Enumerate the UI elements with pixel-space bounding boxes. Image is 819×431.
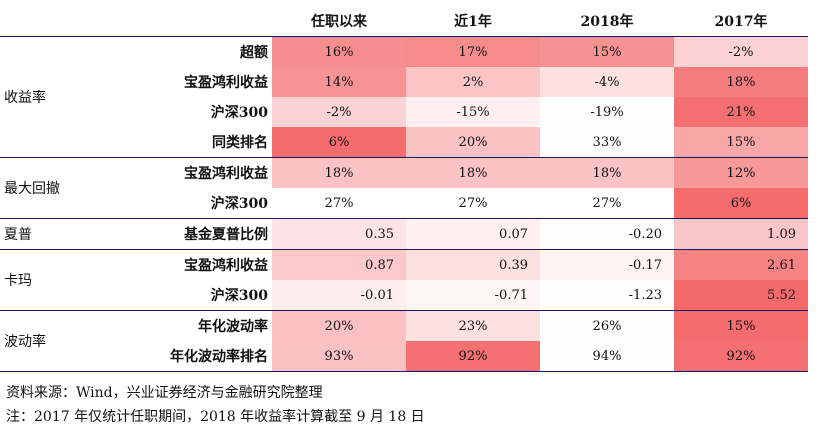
value-cell: 33% <box>540 127 674 158</box>
header-row: 任职以来 近1年 2018年 2017年 <box>0 6 808 37</box>
value-cell: 0.39 <box>406 249 540 280</box>
value-cell: 18% <box>406 157 540 188</box>
metric-label: 超额 <box>240 45 268 61</box>
value-cell: 20% <box>406 127 540 158</box>
table-row: 宝盈鸿利收益 14% 2% -4% 18% <box>0 67 808 97</box>
table-row: 波动率 年化波动率 20% 23% 26% 15% <box>0 310 808 372</box>
table-row: 沪深300 27% 27% 27% 6% <box>0 188 808 219</box>
metric-label: 基金夏普比例 <box>103 218 272 250</box>
table-row: 最大回撤 宝盈鸿利收益 18% 18% 18% 12% <box>0 157 808 219</box>
value-cell: 93% <box>272 341 406 372</box>
value-cell: -19% <box>540 97 674 127</box>
value-cell: 20% <box>272 310 406 341</box>
value-cell: -1.23 <box>540 280 674 311</box>
value-cell: 18% <box>540 157 674 188</box>
value-cell: 15% <box>674 127 808 158</box>
table-row: 夏普 基金夏普比例 0.35 0.07 -0.20 1.09 <box>0 218 808 250</box>
table-row: 卡玛 宝盈鸿利收益 0.87 0.39 -0.17 2.61 <box>0 249 808 311</box>
metric-label: 沪深300 <box>210 105 268 121</box>
value-cell: 21% <box>674 97 808 127</box>
value-cell: 2% <box>406 67 540 97</box>
group-label: 最大回撤 <box>0 157 103 219</box>
value-cell: 15% <box>540 36 674 67</box>
value-cell: 14% <box>272 67 406 97</box>
value-cell: 23% <box>406 310 540 341</box>
value-cell: 1.09 <box>674 218 808 250</box>
value-cell: 18% <box>272 157 406 188</box>
group-label: 收益率 <box>0 36 103 158</box>
group-label: 波动率 <box>0 310 103 372</box>
footnote: 注：2017 年仅统计任职期间，2018 年收益率计算截至 9 月 18 日 <box>6 409 425 425</box>
value-cell: 0.87 <box>272 249 406 280</box>
value-cell: 5.52 <box>674 280 808 311</box>
value-cell: 15% <box>674 310 808 341</box>
value-cell: 0.35 <box>272 218 406 250</box>
header-last-year: 近1年 <box>406 6 540 37</box>
table-row: 收益率 超额 16% 17% 15% -2% <box>0 36 808 158</box>
metric-label: 宝盈鸿利收益 <box>184 258 268 274</box>
header-2018: 2018年 <box>540 6 674 37</box>
table-row: 沪深300 -0.01 -0.71 -1.23 5.52 <box>0 280 808 311</box>
value-cell: -15% <box>406 97 540 127</box>
value-cell: 0.07 <box>406 218 540 250</box>
metric-label: 沪深300 <box>103 188 272 219</box>
value-cell: -4% <box>540 67 674 97</box>
value-cell: 6% <box>272 127 406 158</box>
metric-label: 宝盈鸿利收益 <box>184 75 268 91</box>
value-cell: 6% <box>674 188 808 219</box>
value-cell: 26% <box>540 310 674 341</box>
value-cell: -2% <box>674 36 808 67</box>
value-cell: 16% <box>272 36 406 67</box>
group-label: 夏普 <box>0 218 103 250</box>
table-row: 年化波动率排名 93% 92% 94% 92% <box>0 341 808 372</box>
value-cell: 92% <box>674 341 808 372</box>
table-row: 沪深300 -2% -15% -19% 21% <box>0 97 808 127</box>
metric-label: 年化波动率排名 <box>103 341 272 372</box>
metric-label: 沪深300 <box>103 280 272 311</box>
table-body: 收益率 超额 16% 17% 15% -2% 宝盈鸿利收益 14% 2% -4% 18% 沪深300-… <box>0 36 808 372</box>
value-cell: 27% <box>540 188 674 219</box>
header-since-tenure: 任职以来 <box>272 6 406 37</box>
value-cell: -2% <box>272 97 406 127</box>
value-cell: 2.61 <box>674 249 808 280</box>
value-cell: 27% <box>406 188 540 219</box>
source-note: 资料来源：Wind，兴业证券经济与金融研究院整理 <box>6 385 323 401</box>
value-cell: 94% <box>540 341 674 372</box>
header-metric <box>103 6 272 37</box>
value-cell: -0.71 <box>406 280 540 311</box>
metric-label: 同类排名 <box>103 127 272 158</box>
table-row: 同类排名 6% 20% 33% 15% <box>0 127 808 158</box>
group-label: 卡玛 <box>0 249 103 311</box>
value-cell: -0.20 <box>540 218 674 250</box>
metric-label: 宝盈鸿利收益 <box>184 166 268 182</box>
value-cell: 27% <box>272 188 406 219</box>
header-2017: 2017年 <box>674 6 808 37</box>
value-cell: 17% <box>406 36 540 67</box>
header-group <box>0 6 103 37</box>
value-cell: 18% <box>674 67 808 97</box>
value-cell: -0.17 <box>540 249 674 280</box>
value-cell: 92% <box>406 341 540 372</box>
value-cell: 12% <box>674 157 808 188</box>
metric-label: 年化波动率 <box>198 319 268 335</box>
value-cell: -0.01 <box>272 280 406 311</box>
performance-table: 任职以来 近1年 2018年 2017年 收益率 超额 16% 17% 15% -2% 宝盈… <box>0 6 808 372</box>
